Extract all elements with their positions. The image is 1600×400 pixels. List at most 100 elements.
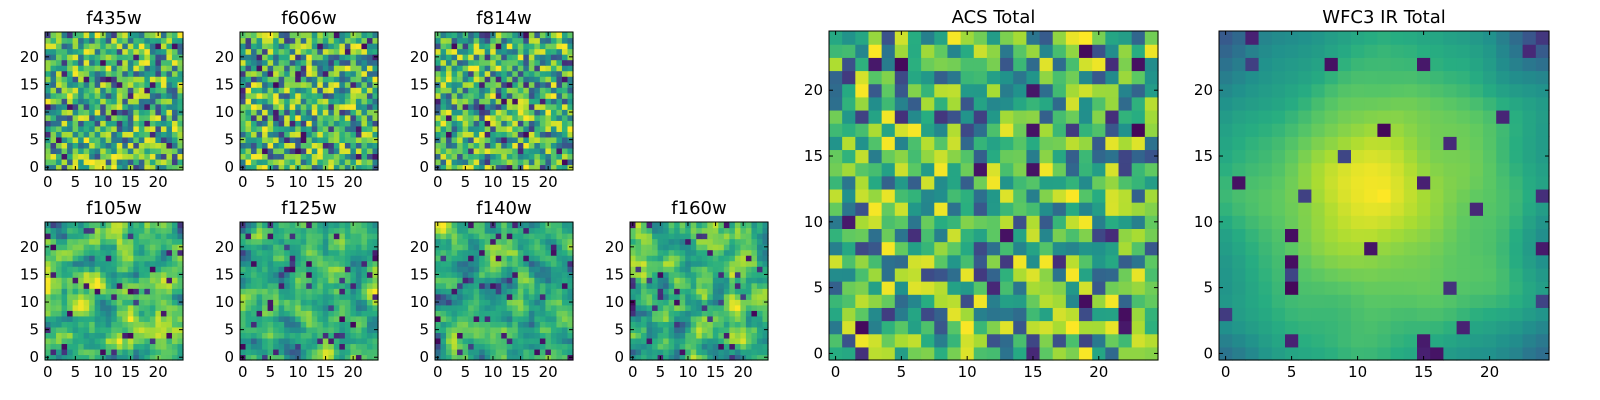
heatmap-cell (440, 227, 447, 234)
heatmap-cell (1131, 254, 1146, 269)
heatmap-cell (61, 142, 68, 149)
heatmap-cell (273, 98, 280, 105)
heatmap-cell (328, 271, 335, 278)
heatmap-cell (663, 348, 670, 356)
heatmap-cell (561, 343, 569, 350)
heatmap-cell (751, 255, 758, 262)
heatmap-cell (523, 255, 530, 262)
heatmap-cell (311, 32, 318, 39)
heatmap-cell (50, 98, 57, 105)
heatmap-cell (61, 271, 68, 278)
heatmap-cell (435, 266, 442, 273)
heatmap-cell (685, 260, 692, 267)
heatmap-cell (440, 147, 447, 155)
heatmap-cell (45, 293, 52, 300)
heatmap-cell (100, 227, 107, 234)
heatmap-cell (1052, 267, 1067, 282)
heatmap-cell (89, 343, 96, 350)
heatmap-cell (1026, 254, 1041, 269)
heatmap-cell (668, 348, 675, 356)
heatmap-cell (690, 321, 697, 328)
axes-frame (629, 221, 769, 361)
heatmap-cell (517, 277, 524, 284)
heatmap-cell (311, 348, 318, 356)
heatmap-cell (256, 164, 263, 171)
heatmap-cell (1118, 267, 1133, 282)
heatmap-cell (328, 238, 335, 245)
heatmap-cell (690, 233, 697, 240)
heatmap-cell (446, 266, 453, 273)
heatmap-cell (300, 81, 307, 88)
heatmap-cell (245, 238, 252, 245)
heatmap-cell (273, 76, 280, 83)
heatmap-cell (646, 255, 653, 262)
heatmap-cell (495, 288, 502, 295)
heatmap-cell (1000, 281, 1014, 295)
heatmap-cell (473, 76, 480, 83)
heatmap-cell (512, 98, 519, 105)
heatmap-cell (523, 222, 530, 229)
heatmap-cell (144, 304, 151, 311)
heatmap-cell (1144, 215, 1159, 229)
heatmap-cell (240, 98, 247, 105)
heatmap-cell (718, 321, 725, 328)
heatmap-cell (712, 260, 719, 267)
heatmap-cell (116, 304, 123, 311)
heatmap-cell (435, 76, 442, 83)
heatmap-cell (361, 125, 368, 132)
heatmap-cell (278, 227, 285, 234)
heatmap-cell (745, 310, 753, 317)
heatmap-cell (322, 266, 329, 273)
heatmap-cell (361, 70, 368, 77)
heatmap-cell (240, 147, 247, 155)
heatmap-cell (495, 147, 502, 155)
heatmap-cell (133, 37, 140, 44)
heatmap-cell (545, 332, 552, 339)
heatmap-cell (696, 238, 703, 245)
heatmap-cell (690, 249, 697, 256)
heatmap-cell (366, 114, 374, 121)
heatmap-cell (545, 299, 552, 306)
heatmap-cell (284, 59, 291, 66)
heatmap-cell (160, 37, 168, 44)
heatmap-cell (462, 304, 469, 311)
heatmap-cell (171, 114, 179, 121)
heatmap-cell (133, 249, 140, 256)
heatmap-cell (366, 299, 374, 306)
heatmap-cell (122, 43, 129, 50)
heatmap-cell (322, 288, 329, 295)
heatmap-cell (149, 321, 156, 328)
heatmap-cell (160, 164, 168, 171)
heatmap-cell (1052, 307, 1067, 322)
heatmap-cell (921, 241, 935, 256)
heatmap-cell (262, 271, 269, 278)
heatmap-cell (457, 260, 464, 267)
heatmap-cell (311, 147, 318, 155)
heatmap-cell (105, 131, 112, 138)
heatmap-cell (1065, 228, 1080, 243)
heatmap-cell (122, 92, 129, 99)
heatmap-cell (501, 222, 508, 229)
heatmap-cell (56, 233, 63, 240)
heatmap-cell (561, 348, 569, 356)
heatmap-cell (646, 348, 653, 356)
heatmap-cell (723, 260, 730, 267)
heatmap-cell (122, 343, 129, 350)
heatmap-cell (177, 43, 184, 50)
heatmap-cell (657, 337, 664, 345)
heatmap-cell (127, 244, 134, 251)
heatmap-cell (1118, 175, 1133, 190)
heatmap-cell (144, 288, 151, 295)
heatmap-cell (729, 277, 736, 284)
heatmap-cell (490, 315, 497, 322)
heatmap-cell (495, 222, 502, 229)
heatmap-cell (960, 188, 975, 203)
heatmap-cell (440, 43, 447, 50)
heatmap-cell (947, 346, 962, 361)
heatmap-cell (468, 299, 475, 306)
heatmap-cell (245, 164, 252, 171)
heatmap-cell (256, 153, 263, 160)
heatmap-cell (435, 87, 442, 94)
heatmap-cell (567, 310, 574, 317)
heatmap-cell (435, 310, 442, 317)
